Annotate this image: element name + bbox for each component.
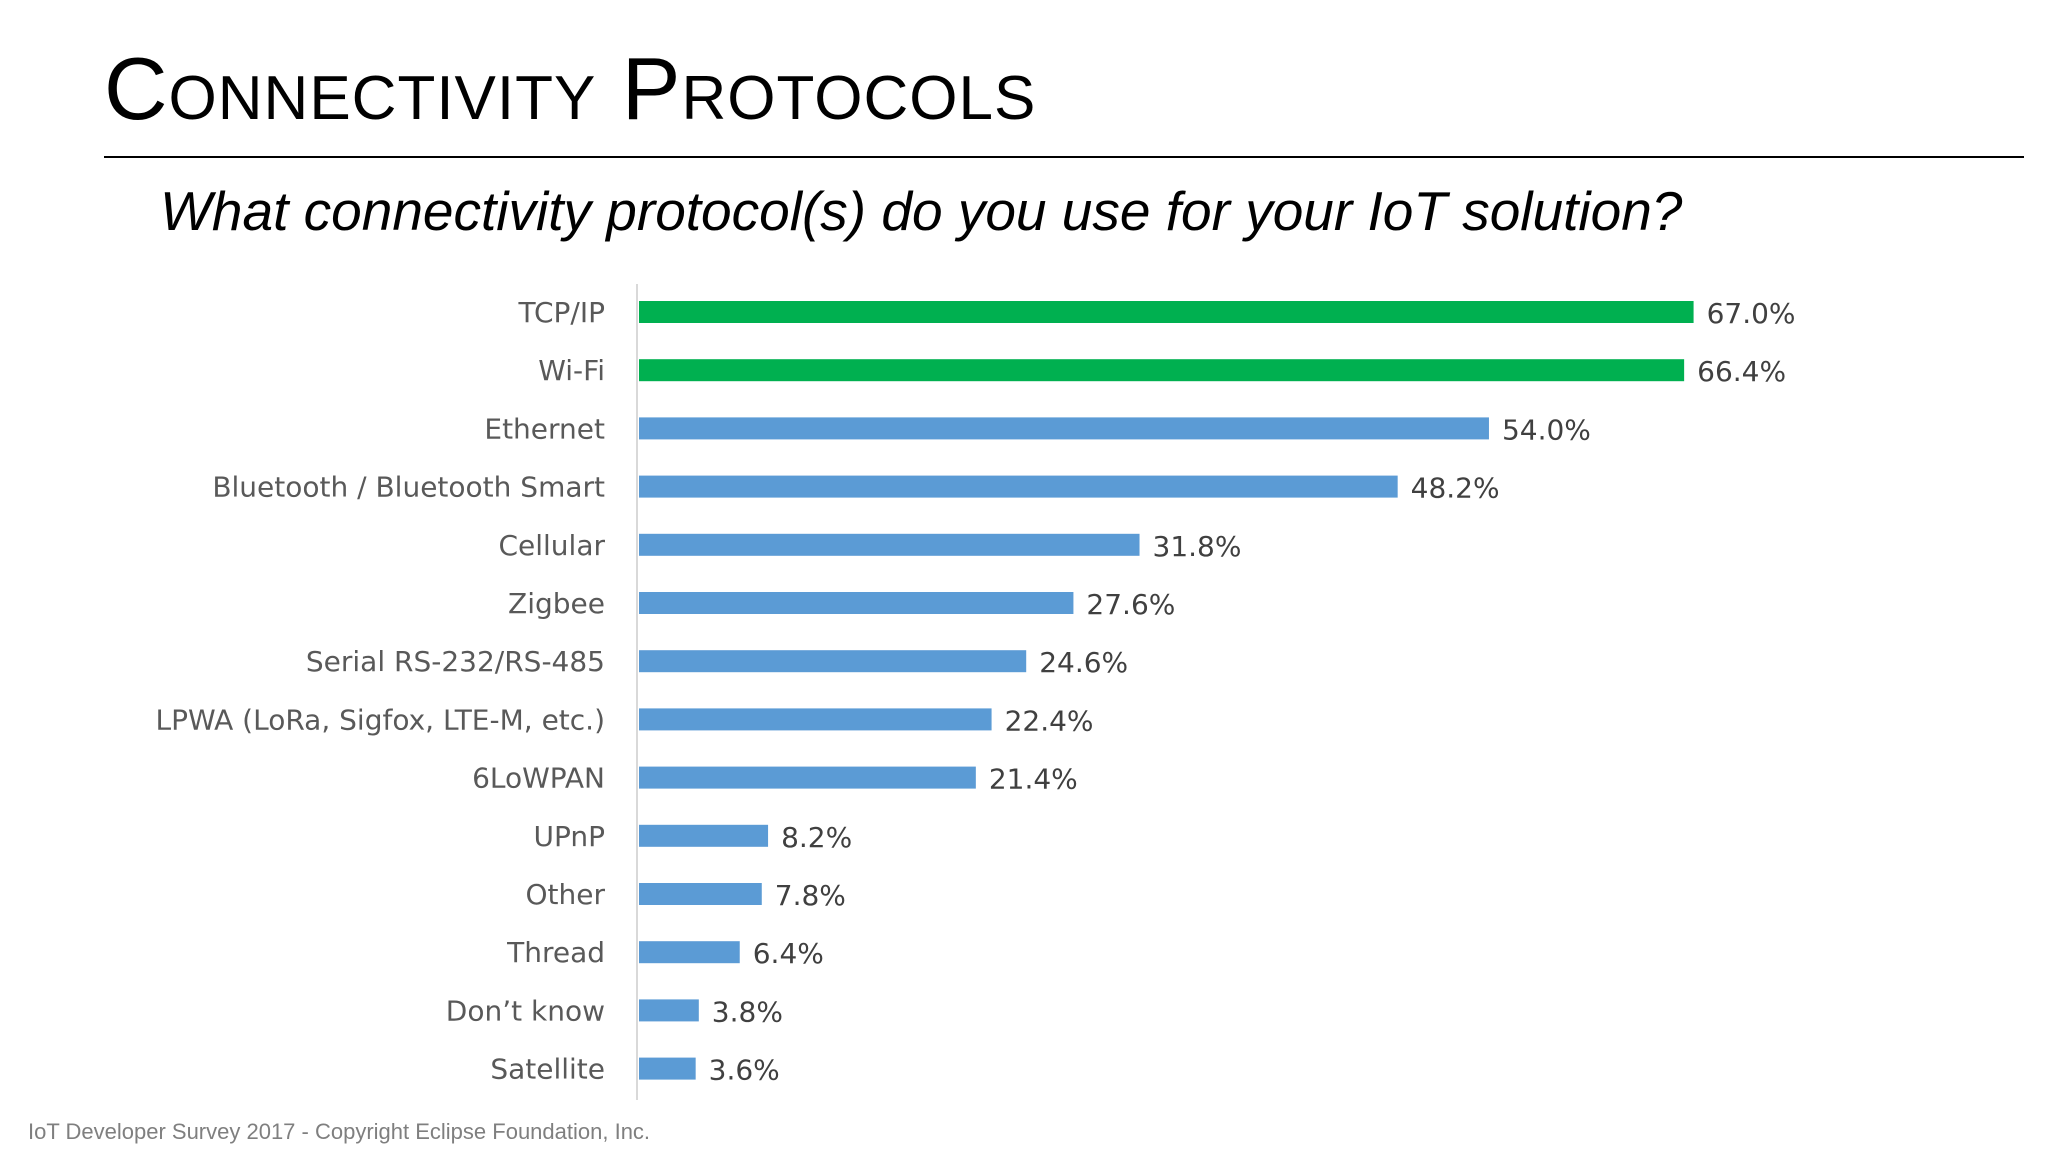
category-label: Don’t know [446,994,605,1027]
bar [639,883,762,905]
category-label: UPnP [533,820,605,853]
bar [639,592,1074,614]
bar [639,475,1398,498]
bar [639,766,976,789]
category-label: Wi-Fi [538,354,605,387]
category-label: Serial RS-232/RS-485 [306,645,605,678]
category-label: Satellite [490,1053,605,1086]
value-label: 3.8% [712,995,783,1028]
bar-chart: TCP/IP Wi-Fi Ethernet Bluetooth / Bluetooth… [155,284,1796,1100]
category-label: 6LoWPAN [472,762,605,795]
category-label: Cellular [498,529,605,562]
value-label: 31.8% [1153,530,1242,563]
value-label: 21.4% [989,763,1078,796]
bar [639,941,740,964]
value-label: 54.0% [1502,413,1591,446]
bar [639,533,1140,556]
category-label: LPWA (LoRa, Sigfox, LTE-M, etc.) [155,703,605,736]
value-label: 7.8% [775,879,846,912]
value-label: 48.2% [1411,472,1500,505]
value-label: 24.6% [1039,646,1128,679]
category-label: Ethernet [484,412,605,445]
value-label: 66.4% [1697,355,1786,388]
chart-bars [639,301,1694,1080]
value-label: 22.4% [1005,704,1094,737]
value-label: 67.0% [1707,297,1796,330]
value-label: 27.6% [1086,588,1175,621]
category-label: Bluetooth / Bluetooth Smart [212,471,605,504]
survey-question: What connectivity protocol(s) do you use… [160,180,1683,242]
category-label: Other [525,878,605,911]
copyright-footer: IoT Developer Survey 2017 - Copyright Ec… [28,1119,651,1144]
category-label: Zigbee [508,587,605,620]
category-label: Thread [506,936,605,969]
slide-title: Connectivity Protocols [104,39,1037,138]
bar [639,301,1694,323]
title-divider [104,156,2024,158]
bar [639,708,992,731]
bar [639,359,1685,382]
chart-value-labels: 67.0% 66.4% 54.0%48.2% 31.8% 27.6% 24.6% 22.4%… [709,297,1796,1087]
value-label: 8.2% [781,821,852,854]
category-label: TCP/IP [518,296,605,329]
value-label: 3.6% [709,1054,780,1087]
bar [639,417,1489,440]
chart-category-labels: TCP/IP Wi-Fi Ethernet Bluetooth / Bluetooth… [155,296,605,1086]
bar [639,824,769,847]
bar [639,650,1027,673]
bar [639,999,699,1022]
bar [639,1057,696,1080]
value-label: 6.4% [753,937,824,970]
